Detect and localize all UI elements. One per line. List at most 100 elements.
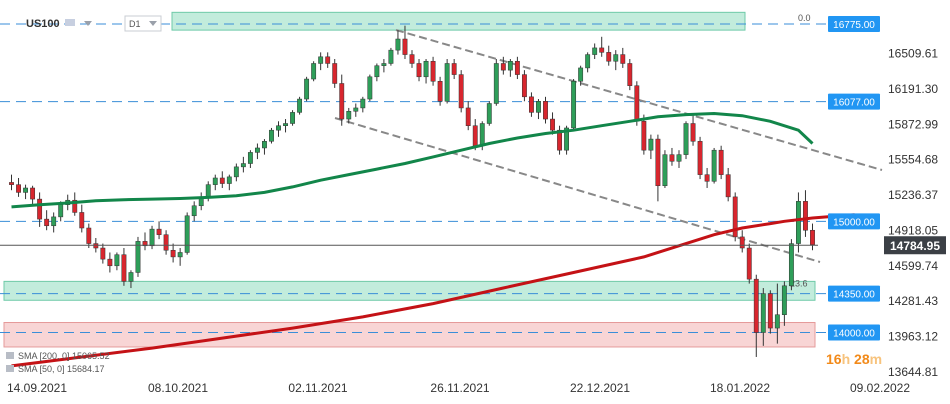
indicator-legend-label: SMA [50, 0] 15684.17 (18, 364, 105, 374)
candle-body (810, 229, 815, 245)
candle (606, 45, 612, 66)
candle (557, 125, 562, 155)
candle (100, 243, 106, 264)
candle-body (767, 293, 773, 329)
candle-body (486, 103, 492, 124)
candle (507, 59, 513, 77)
level-tag-label: 15000.00 (833, 217, 875, 228)
candle-body (247, 152, 253, 164)
candle-body (128, 272, 134, 282)
candle (381, 59, 387, 73)
candle-body (423, 60, 429, 78)
candle-body (774, 314, 780, 329)
last-price-box (884, 236, 946, 255)
candle (704, 167, 710, 188)
candle-body (269, 129, 274, 142)
chart-header[interactable]: US100 D1 (26, 15, 162, 32)
y-tick-label: 15236.37 (888, 188, 938, 202)
candle-body (739, 236, 745, 249)
candle (529, 92, 534, 117)
candle-body (93, 243, 99, 249)
candle (346, 107, 352, 124)
candle (451, 59, 457, 80)
candle (444, 59, 450, 104)
candle (465, 101, 471, 131)
candle-body (205, 184, 211, 198)
candle-body (163, 234, 169, 251)
x-tick-label: 22.12.2021 (570, 381, 630, 395)
candle-body (395, 38, 401, 51)
candle-body (283, 123, 288, 126)
candle (430, 56, 436, 86)
x-tick-label: 09.02.2022 (850, 381, 910, 395)
y-tick-label: 14918.05 (888, 223, 938, 237)
candle (718, 145, 724, 180)
candle-body (254, 147, 260, 153)
indicator-visibility-icon (6, 352, 14, 359)
x-tick-label: 02.11.2021 (288, 381, 347, 395)
candle (219, 171, 225, 188)
candle (353, 103, 359, 117)
candle (486, 101, 492, 126)
candle (191, 201, 197, 222)
candle (9, 174, 14, 191)
candle-body (704, 174, 710, 182)
candle-body (142, 241, 148, 247)
candle-body (388, 49, 394, 64)
candle-body (648, 138, 654, 151)
fibo-label: 23.6 (790, 279, 808, 289)
candle-body (177, 252, 183, 258)
candle-body (627, 63, 633, 86)
candle (746, 243, 752, 284)
candle-body (536, 101, 541, 113)
candle-body (437, 81, 443, 102)
candle (648, 134, 654, 160)
candle (500, 56, 506, 75)
candle (620, 47, 626, 68)
candle-body (788, 243, 794, 287)
candle-body (521, 74, 527, 98)
countdown-minutes-unit: m (870, 351, 882, 367)
candle-body (732, 196, 738, 238)
zone-16775.00 (171, 11, 746, 31)
candle-body (233, 166, 239, 178)
y-tick-label: 15872.99 (888, 117, 938, 131)
candle (578, 65, 584, 86)
level-tag: 14350.00 (828, 285, 880, 302)
candle (360, 96, 366, 113)
candle (697, 136, 703, 180)
candle-body (760, 293, 766, 333)
candle (177, 248, 183, 266)
candle (16, 177, 21, 197)
candle (753, 274, 759, 357)
candle-body (58, 204, 64, 218)
candle (402, 25, 408, 60)
candle (788, 239, 794, 291)
level-tag-label: 16077.00 (833, 98, 875, 109)
candle (641, 114, 647, 155)
candle (374, 63, 380, 82)
level-tag: 16775.00 (828, 16, 880, 32)
countdown-hours-unit: h (842, 351, 851, 367)
level-tag-box (828, 93, 880, 110)
candle (212, 174, 218, 191)
candle (760, 288, 766, 346)
candle (170, 243, 176, 263)
candle-body (697, 141, 703, 175)
last-price-tag: 14784.95 (884, 236, 946, 255)
candle (30, 185, 36, 205)
candle-body (500, 63, 506, 71)
candle (233, 163, 239, 182)
candle-body (339, 83, 345, 120)
candle-body (669, 154, 675, 162)
candle-body (557, 129, 562, 151)
candle (416, 59, 422, 82)
symbol-label: US100 (26, 18, 60, 30)
candle (627, 59, 633, 91)
candle (550, 112, 555, 135)
level-tag: 14000.00 (828, 324, 880, 341)
candle-body (606, 52, 612, 62)
candle-body (156, 228, 162, 235)
candle (163, 230, 169, 255)
level-tag-box (828, 324, 880, 341)
